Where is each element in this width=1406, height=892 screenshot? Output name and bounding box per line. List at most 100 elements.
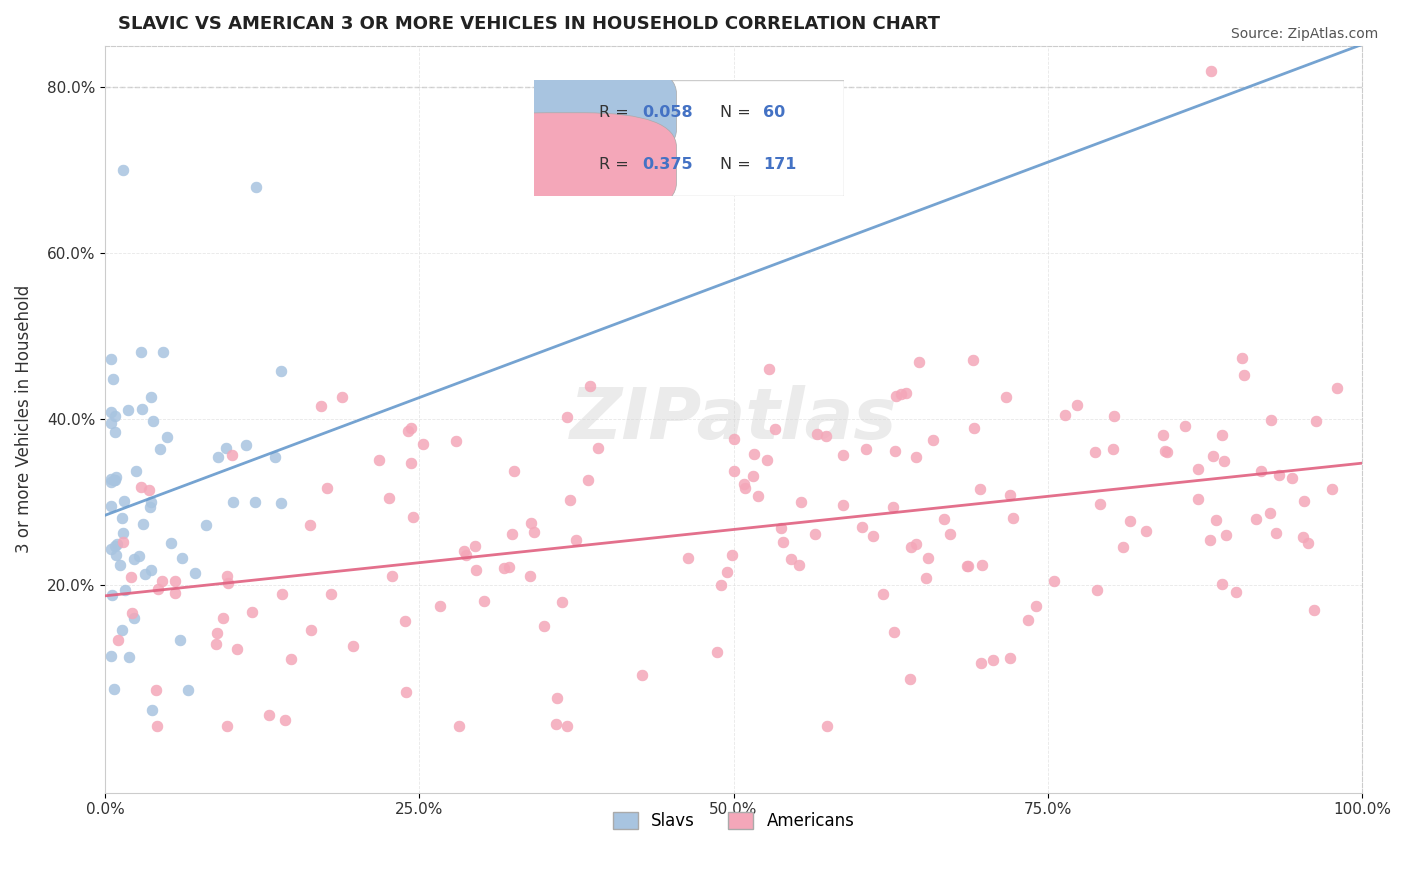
Point xyxy=(1112,540,1135,554)
Point xyxy=(503,464,526,478)
Point xyxy=(723,464,745,478)
Point xyxy=(907,355,929,369)
Point xyxy=(884,388,907,402)
Point xyxy=(787,558,810,573)
Point xyxy=(257,707,280,722)
Point xyxy=(1001,510,1024,524)
Point xyxy=(274,713,297,727)
Point xyxy=(501,527,523,541)
Point xyxy=(492,560,515,574)
Point xyxy=(900,540,922,554)
Point xyxy=(523,524,546,539)
Point xyxy=(832,448,855,462)
Point xyxy=(872,587,894,601)
Point xyxy=(221,448,243,462)
Point xyxy=(579,379,602,393)
Point xyxy=(141,563,163,577)
Point xyxy=(131,401,153,416)
Point xyxy=(118,649,141,664)
Point xyxy=(104,539,127,553)
Point xyxy=(733,477,755,491)
Text: R =: R = xyxy=(599,157,634,172)
Point xyxy=(100,475,122,490)
Point xyxy=(134,567,156,582)
Point xyxy=(970,558,993,573)
Point xyxy=(112,163,135,178)
Point xyxy=(710,578,733,592)
Point xyxy=(121,606,143,620)
Point xyxy=(806,426,828,441)
Point xyxy=(169,632,191,647)
Point xyxy=(734,482,756,496)
Point xyxy=(280,652,302,666)
Point xyxy=(998,650,1021,665)
Point xyxy=(465,563,488,577)
Point xyxy=(165,585,187,599)
Point xyxy=(125,464,148,478)
Point xyxy=(378,491,401,505)
Point xyxy=(103,425,125,439)
Text: 0.058: 0.058 xyxy=(643,105,693,120)
Point xyxy=(1260,413,1282,427)
Point xyxy=(381,568,404,582)
Point xyxy=(1202,449,1225,463)
Point xyxy=(131,516,153,531)
Point xyxy=(576,473,599,487)
Point xyxy=(565,533,588,548)
Point xyxy=(898,673,921,687)
Point xyxy=(790,494,813,508)
FancyBboxPatch shape xyxy=(534,80,844,196)
Point xyxy=(103,473,125,487)
Point xyxy=(270,496,292,510)
Point xyxy=(342,639,364,653)
Point xyxy=(165,574,187,589)
Point xyxy=(1212,454,1234,468)
Point xyxy=(243,494,266,508)
Point xyxy=(240,605,263,619)
Point xyxy=(1187,492,1209,507)
Point xyxy=(122,611,145,625)
Point xyxy=(1084,445,1107,459)
Point xyxy=(104,409,127,424)
Point xyxy=(1320,483,1343,497)
Point xyxy=(1264,526,1286,541)
Point xyxy=(558,493,581,508)
Point xyxy=(100,405,122,419)
Point xyxy=(330,390,353,404)
Point xyxy=(204,637,226,651)
Point xyxy=(586,441,609,455)
Point xyxy=(1211,577,1233,591)
Point xyxy=(1085,582,1108,597)
Point xyxy=(245,179,267,194)
Text: Source: ZipAtlas.com: Source: ZipAtlas.com xyxy=(1230,27,1378,41)
Point xyxy=(904,450,927,464)
Point xyxy=(100,472,122,486)
Point xyxy=(235,438,257,452)
Point xyxy=(111,535,134,549)
Point xyxy=(1250,464,1272,478)
Point xyxy=(921,434,943,448)
Point xyxy=(142,414,165,428)
Point xyxy=(100,499,122,513)
Text: 60: 60 xyxy=(763,105,786,120)
Y-axis label: 3 or more Vehicles in Household: 3 or more Vehicles in Household xyxy=(15,285,32,553)
Point xyxy=(546,691,568,706)
Text: 171: 171 xyxy=(763,157,797,172)
Point xyxy=(970,657,993,671)
Point xyxy=(1043,574,1066,589)
Point xyxy=(962,352,984,367)
Point xyxy=(555,410,578,425)
FancyBboxPatch shape xyxy=(454,60,676,164)
Point xyxy=(131,345,153,359)
Point xyxy=(1102,442,1125,457)
Point xyxy=(456,548,478,562)
Point xyxy=(205,625,228,640)
Point xyxy=(969,482,991,496)
Point xyxy=(399,421,422,435)
Point xyxy=(882,500,904,514)
Point xyxy=(706,645,728,659)
Point xyxy=(896,386,918,401)
Point xyxy=(1156,445,1178,459)
Point xyxy=(1088,498,1111,512)
Point xyxy=(141,703,163,717)
